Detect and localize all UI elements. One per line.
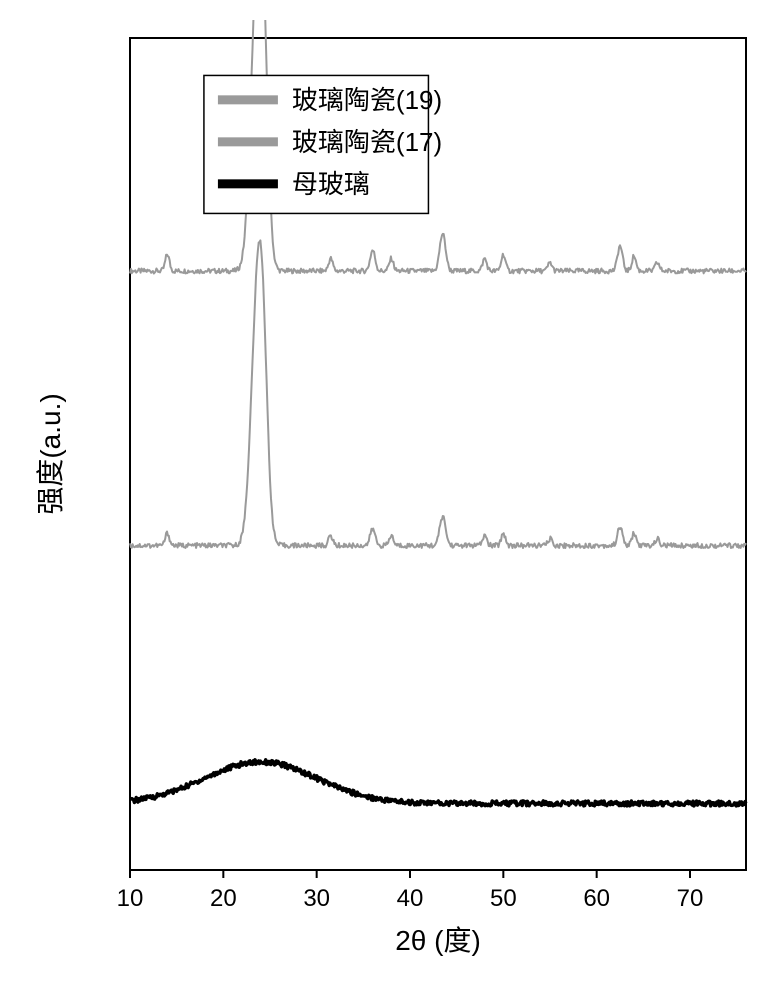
svg-text:玻璃陶瓷(19): 玻璃陶瓷(19) xyxy=(292,85,442,115)
xrd-chart: 10 20 30 40 50 60 70 2θ (度) 强度(a.u.) 玻璃陶瓷(19) 玻璃陶瓷… xyxy=(20,20,764,980)
svg-text:10: 10 xyxy=(117,885,144,912)
svg-text:50: 50 xyxy=(490,885,517,912)
svg-text:20: 20 xyxy=(210,885,237,912)
svg-text:40: 40 xyxy=(397,885,424,912)
svg-text:60: 60 xyxy=(583,885,610,912)
svg-text:70: 70 xyxy=(677,885,704,912)
svg-text:母玻璃: 母玻璃 xyxy=(292,169,370,199)
chart-svg: 10 20 30 40 50 60 70 2θ (度) 强度(a.u.) 玻璃陶瓷(19) 玻璃陶瓷… xyxy=(20,20,764,980)
svg-text:强度(a.u.): 强度(a.u.) xyxy=(35,393,66,514)
svg-text:30: 30 xyxy=(303,885,330,912)
svg-text:玻璃陶瓷(17): 玻璃陶瓷(17) xyxy=(292,127,442,157)
svg-text:2θ (度): 2θ (度) xyxy=(395,925,481,956)
